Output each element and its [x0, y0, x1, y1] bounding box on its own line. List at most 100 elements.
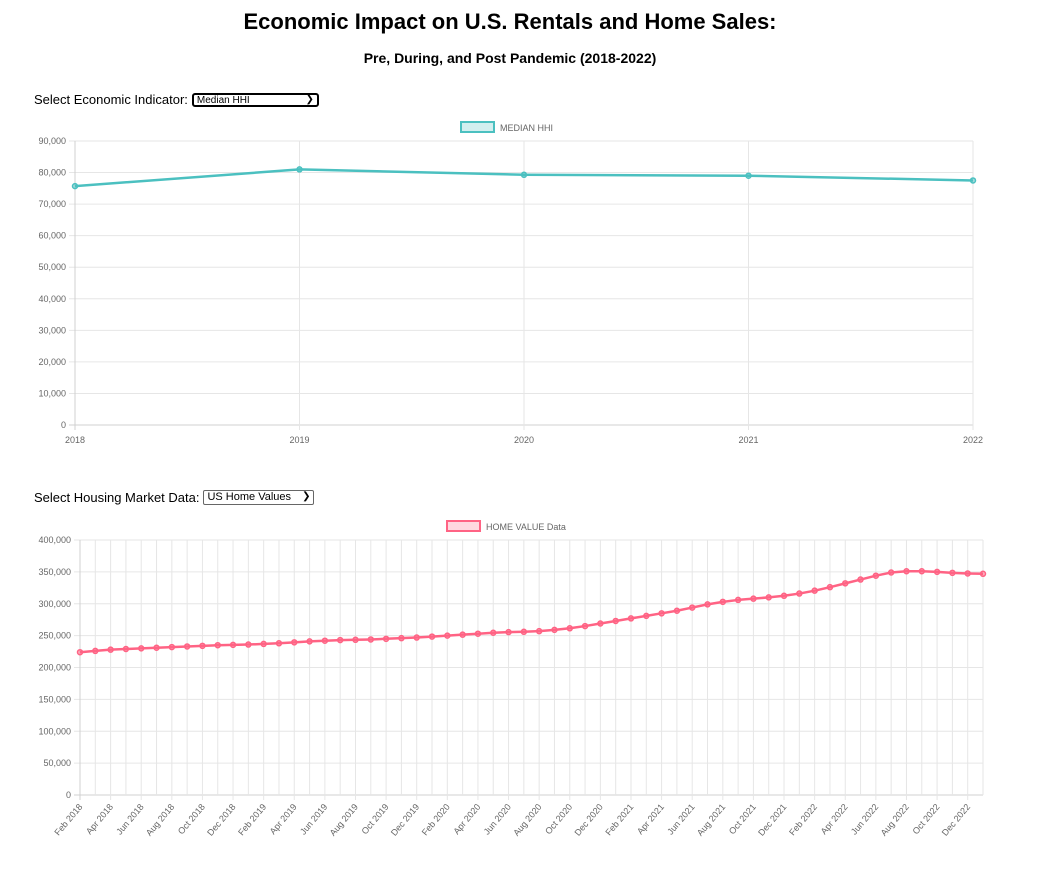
x-tick-label: Oct 2018	[176, 802, 207, 836]
y-tick-label: 40,000	[38, 294, 66, 304]
y-tick-label: 10,000	[38, 388, 66, 398]
x-tick-label: Jun 2019	[298, 802, 329, 837]
x-tick-label: Oct 2021	[727, 802, 758, 836]
legend-swatch	[446, 520, 481, 532]
data-point	[918, 567, 926, 575]
data-point	[398, 634, 405, 642]
page-title: Economic Impact on U.S. Rentals and Home…	[243, 9, 777, 34]
data-point	[382, 635, 390, 643]
data-point	[796, 590, 803, 597]
chevron-down-icon: ❯	[305, 93, 314, 105]
housing-select[interactable]: US Home Values ❯	[203, 490, 315, 505]
data-point	[627, 615, 635, 622]
data-point	[964, 570, 971, 577]
x-tick-label: Aug 2022	[879, 802, 911, 838]
data-point	[107, 646, 114, 653]
data-point	[489, 629, 497, 637]
data-point	[780, 592, 788, 600]
data-point	[336, 636, 344, 644]
y-tick-label: 80,000	[38, 168, 66, 178]
y-tick-label: 0	[61, 420, 66, 430]
x-tick-label: Feb 2018	[52, 802, 84, 838]
indicator-select[interactable]: Median HHI ❯	[191, 92, 319, 107]
data-point	[520, 171, 528, 179]
data-point	[71, 182, 79, 190]
x-tick-label: 2022	[963, 435, 983, 445]
data-point	[76, 648, 84, 656]
data-point	[811, 587, 818, 594]
x-tick-label: Aug 2020	[511, 802, 543, 838]
data-point	[428, 633, 436, 640]
x-tick-label: Dec 2018	[205, 802, 237, 838]
home-value-chart: 400,000 350,000 300,000 250,000 200,000 150,0…	[38, 520, 987, 838]
y-tick-label: 350,000	[38, 567, 71, 577]
data-point	[367, 636, 375, 643]
indicator-label: Select Economic Indicator:	[34, 92, 188, 107]
data-point	[92, 647, 99, 655]
x-tick-label: Dec 2020	[572, 802, 604, 838]
data-point	[520, 628, 528, 636]
data-point	[750, 595, 757, 602]
y-tick-label: 150,000	[38, 694, 71, 704]
indicator-control: Select Economic Indicator: Median HHI ❯	[34, 92, 319, 107]
data-point	[122, 645, 130, 653]
chevron-down-icon: ❯	[302, 491, 311, 502]
data-point	[459, 631, 466, 638]
data-point	[643, 612, 650, 620]
x-tick-label: Jun 2020	[482, 802, 513, 837]
x-tick-label: Apr 2020	[451, 802, 482, 836]
y-tick-label: 300,000	[38, 599, 71, 609]
data-point	[291, 639, 298, 646]
y-tick-label: 60,000	[38, 231, 66, 241]
y-tick-label: 50,000	[38, 262, 66, 272]
data-point	[949, 569, 956, 577]
data-point	[444, 632, 451, 639]
legend-swatch	[460, 121, 495, 133]
data-point	[306, 638, 313, 645]
x-tick-label: Apr 2019	[268, 802, 299, 836]
data-point	[581, 622, 589, 630]
data-point	[296, 166, 303, 173]
data-point	[137, 645, 145, 652]
data-point	[566, 625, 574, 632]
y-tick-label: 50,000	[43, 758, 71, 768]
x-tick-label: Oct 2019	[359, 802, 390, 836]
data-point	[887, 569, 895, 576]
data-point	[688, 604, 696, 611]
data-point	[183, 643, 191, 650]
page-subtitle: Pre, During, and Post Pandemic (2018-202…	[363, 50, 657, 66]
data-point	[979, 570, 987, 578]
x-tick-label: Feb 2019	[236, 802, 268, 838]
data-point	[734, 596, 742, 604]
x-tick-label: Feb 2020	[420, 802, 452, 838]
y-tick-label: 30,000	[38, 325, 66, 335]
y-tick-label: 250,000	[38, 631, 71, 641]
x-tick-label: Oct 2020	[543, 802, 574, 836]
x-tick-label: 2020	[514, 435, 534, 445]
x-tick-label: 2021	[738, 435, 758, 445]
data-point	[903, 567, 910, 575]
y-tick-label: 400,000	[38, 535, 71, 545]
data-point	[842, 580, 849, 587]
data-point	[857, 576, 864, 583]
legend-label: MEDIAN HHI	[500, 123, 553, 133]
data-point	[872, 572, 880, 579]
x-tick-label: 2019	[289, 435, 309, 445]
data-point	[474, 630, 482, 637]
data-point	[153, 644, 160, 651]
data-point	[658, 610, 665, 617]
y-tick-label: 0	[66, 790, 71, 800]
data-point	[765, 594, 772, 601]
data-point	[260, 640, 267, 648]
x-tick-label: Jun 2021	[665, 802, 696, 837]
data-point	[275, 640, 283, 647]
data-point	[745, 172, 752, 179]
legend-label: HOME VALUE Data	[486, 522, 566, 532]
x-tick-label: Oct 2022	[910, 802, 941, 836]
x-tick-label: Aug 2018	[144, 802, 176, 838]
data-point	[612, 617, 619, 625]
housing-label: Select Housing Market Data:	[34, 490, 200, 505]
x-tick-label: Feb 2022	[787, 802, 819, 838]
x-tick-label: Dec 2019	[389, 802, 421, 838]
x-tick-label: Dec 2021	[756, 802, 788, 838]
